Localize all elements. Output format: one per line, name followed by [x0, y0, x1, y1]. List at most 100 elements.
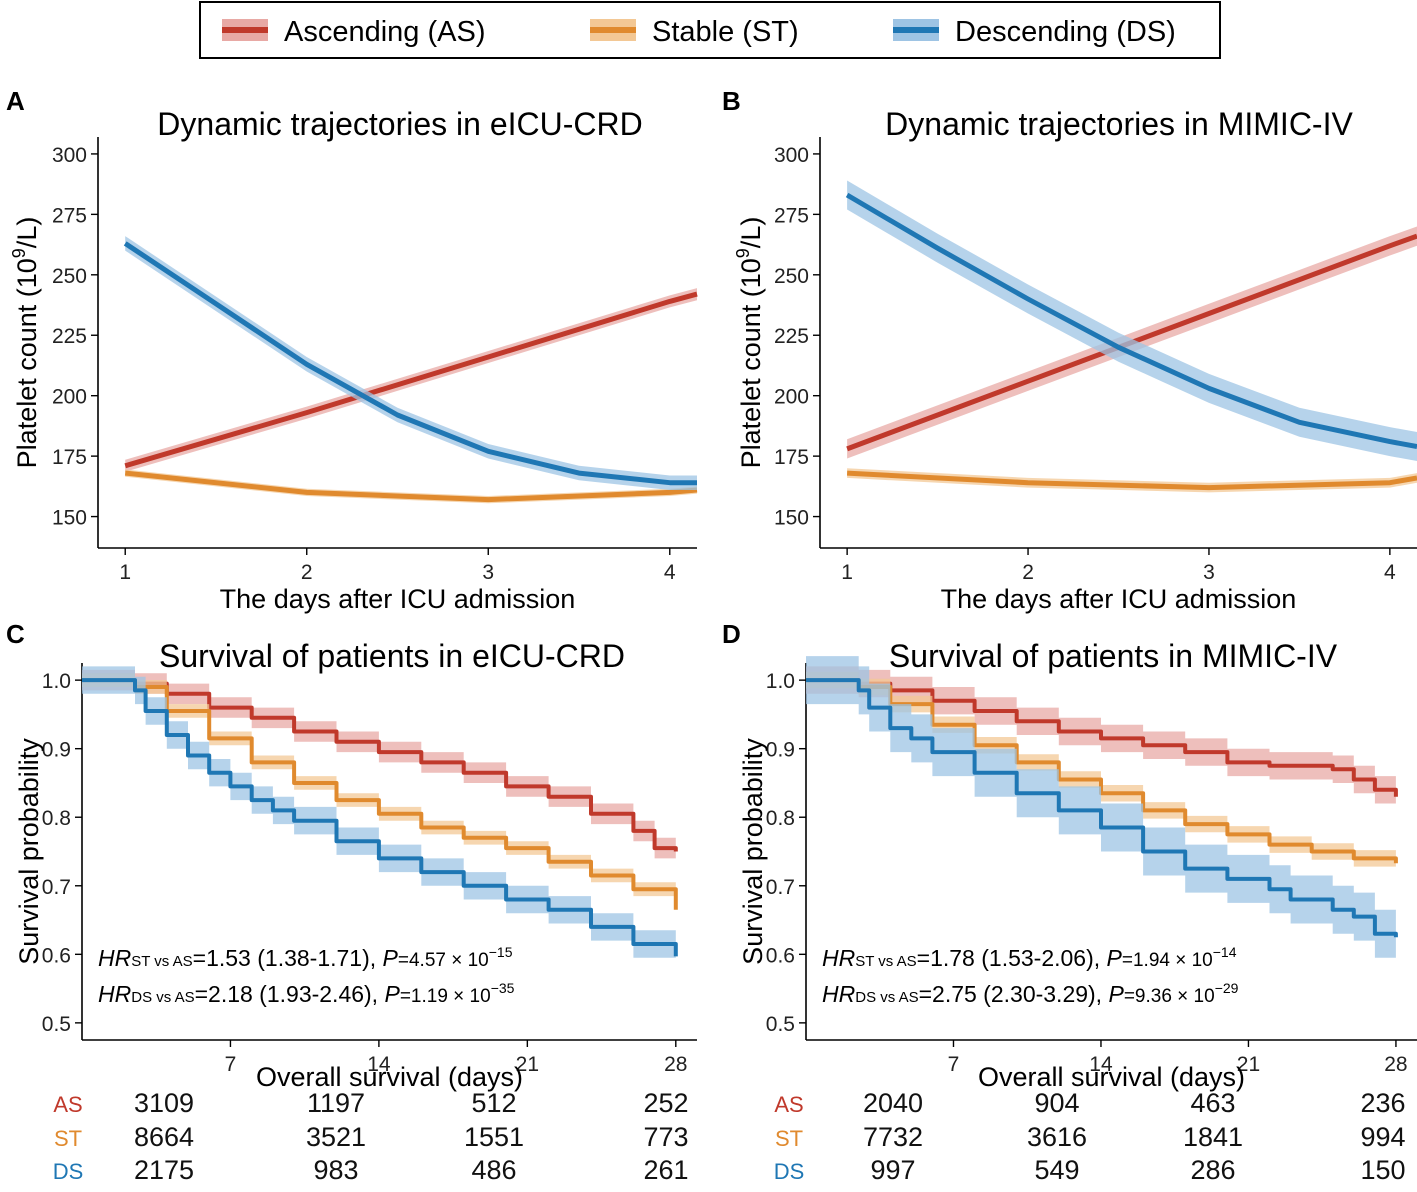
- risk-row-label: AS: [53, 1092, 82, 1117]
- y-tick-label: 0.6: [766, 944, 795, 967]
- x-axis-label: The days after ICU admission: [941, 584, 1297, 614]
- x-tick-label: 4: [1384, 561, 1396, 584]
- risk-value: 463: [1190, 1088, 1235, 1118]
- hr-symbol: HR: [822, 981, 855, 1007]
- risk-value: 2040: [863, 1088, 923, 1118]
- y-tick-label: 0.8: [766, 807, 795, 830]
- hr-value: =1.53 (1.38-1.71),: [193, 945, 383, 971]
- legend-label: Ascending (AS): [284, 16, 486, 48]
- x-tick-label: 14: [367, 1053, 391, 1076]
- hr-annotation: HRDS vs AS=2.75 (2.30-3.29), P=9.36 × 10…: [822, 980, 1239, 1007]
- p-value: =9.36 × 10: [1124, 986, 1215, 1007]
- line-as: [806, 678, 1398, 797]
- y-axis-label: Platelet count (109/L): [733, 217, 766, 469]
- y-tick-label: 0.5: [42, 1013, 71, 1036]
- y-label-end: /L): [736, 217, 766, 249]
- hr-annotation: HRDS vs AS=2.18 (1.93-2.46), P=1.19 × 10…: [98, 980, 515, 1007]
- risk-value: 3521: [306, 1122, 366, 1152]
- risk-table: AS 3109 1197 512 252 ST 8664 3521 1551 773 DS 2175 9…: [53, 1088, 689, 1185]
- risk-row-label: ST: [775, 1126, 803, 1151]
- p-exponent: −15: [489, 944, 513, 960]
- p-exponent: −29: [1215, 980, 1239, 996]
- risk-value: 3616: [1027, 1122, 1087, 1152]
- p-value: =1.94 × 10: [1122, 950, 1213, 971]
- risk-value: 773: [643, 1122, 688, 1152]
- x-tick-label: 7: [948, 1053, 960, 1076]
- chart-title: Dynamic trajectories in eICU-CRD: [157, 106, 642, 142]
- y-tick-label: 1.0: [42, 670, 71, 693]
- legend-box: [199, 1, 1221, 59]
- y-tick-label: 300: [774, 144, 809, 167]
- x-tick-label: 3: [1203, 561, 1215, 584]
- line-as: [82, 678, 678, 852]
- legend-item-st: Stable (ST): [590, 16, 799, 48]
- hr-subscript: DS vs AS: [131, 989, 194, 1006]
- p-exponent: −35: [491, 980, 515, 996]
- hr-value: =2.75 (2.30-3.29),: [919, 981, 1109, 1007]
- legend-label: Stable (ST): [652, 16, 799, 48]
- y-tick-label: 0.5: [766, 1013, 795, 1036]
- risk-value: 236: [1360, 1088, 1405, 1118]
- risk-value: 994: [1360, 1122, 1405, 1152]
- line-as: [846, 233, 1417, 452]
- risk-value: 7732: [863, 1122, 923, 1152]
- x-tick-label: 7: [225, 1053, 237, 1076]
- x-axis-label: Overall survival (days): [978, 1062, 1245, 1092]
- series-ds: [82, 666, 678, 971]
- risk-value: 1551: [464, 1122, 524, 1152]
- risk-value: 1197: [307, 1088, 365, 1118]
- panel-letter: C: [6, 619, 25, 649]
- x-tick-label: 3: [482, 561, 494, 584]
- series-as: [806, 666, 1398, 811]
- chart-title: Survival of patients in MIMIC-IV: [889, 638, 1338, 674]
- panel-letter: A: [6, 86, 25, 116]
- y-tick-label: 250: [52, 265, 87, 288]
- p-exponent: −14: [1213, 944, 1237, 960]
- risk-value: 997: [870, 1155, 915, 1185]
- legend: Ascending (AS) Stable (ST) Descending (DS): [199, 1, 1221, 59]
- p-value: =4.57 × 10: [398, 950, 489, 971]
- risk-value: 150: [1360, 1155, 1405, 1185]
- hr-value: =1.78 (1.53-2.06),: [917, 945, 1107, 971]
- y-tick-label: 175: [774, 446, 809, 469]
- risk-value: 3109: [134, 1088, 194, 1118]
- y-tick-label: 0.8: [42, 807, 71, 830]
- confidence-band-st: [82, 673, 676, 917]
- x-tick-label: 28: [664, 1053, 687, 1076]
- risk-value: 2175: [134, 1155, 194, 1185]
- line-ds: [845, 192, 1417, 449]
- risk-value: 904: [1034, 1088, 1079, 1118]
- x-tick-label: 21: [516, 1053, 539, 1076]
- hr-value: =2.18 (1.93-2.46),: [195, 981, 385, 1007]
- risk-row-label: ST: [54, 1126, 82, 1151]
- p-symbol: P: [1107, 945, 1123, 971]
- legend-label: Descending (DS): [955, 16, 1176, 48]
- series-as: [124, 288, 698, 472]
- legend-item-as: Ascending (AS): [222, 16, 486, 48]
- y-axis-label: Survival probability: [14, 738, 44, 965]
- confidence-band-st: [847, 468, 1417, 493]
- risk-value: 983: [313, 1155, 358, 1185]
- y-label-main: Platelet count (10: [736, 258, 766, 468]
- y-tick-label: 150: [52, 507, 87, 530]
- panel-letter: B: [722, 86, 741, 116]
- y-tick-label: 225: [52, 325, 87, 348]
- risk-row-label: DS: [53, 1159, 84, 1184]
- hr-subscript: ST vs AS: [131, 953, 192, 970]
- line-ds: [806, 678, 1398, 938]
- x-tick-label: 4: [664, 561, 676, 584]
- y-tick-label: 200: [52, 386, 87, 409]
- y-tick-label: 175: [52, 446, 87, 469]
- chart-title: Survival of patients in eICU-CRD: [159, 638, 625, 674]
- x-tick-label: 1: [841, 561, 853, 584]
- panel-letter: D: [722, 619, 741, 649]
- risk-table: AS 2040 904 463 236 ST 7732 3616 1841 994 DS 997 549…: [774, 1088, 1406, 1185]
- y-tick-label: 0.9: [766, 739, 795, 762]
- y-axis-label: Survival probability: [738, 738, 768, 965]
- y-tick-label: 0.7: [766, 876, 795, 899]
- x-tick-label: 2: [1022, 561, 1034, 584]
- y-tick-label: 1.0: [766, 670, 795, 693]
- panel-c: C Survival of patients in eICU-CRD 0.5 0.6 0…: [6, 619, 697, 1185]
- p-symbol: P: [384, 981, 400, 1007]
- y-label-main: Platelet count (10: [12, 258, 42, 468]
